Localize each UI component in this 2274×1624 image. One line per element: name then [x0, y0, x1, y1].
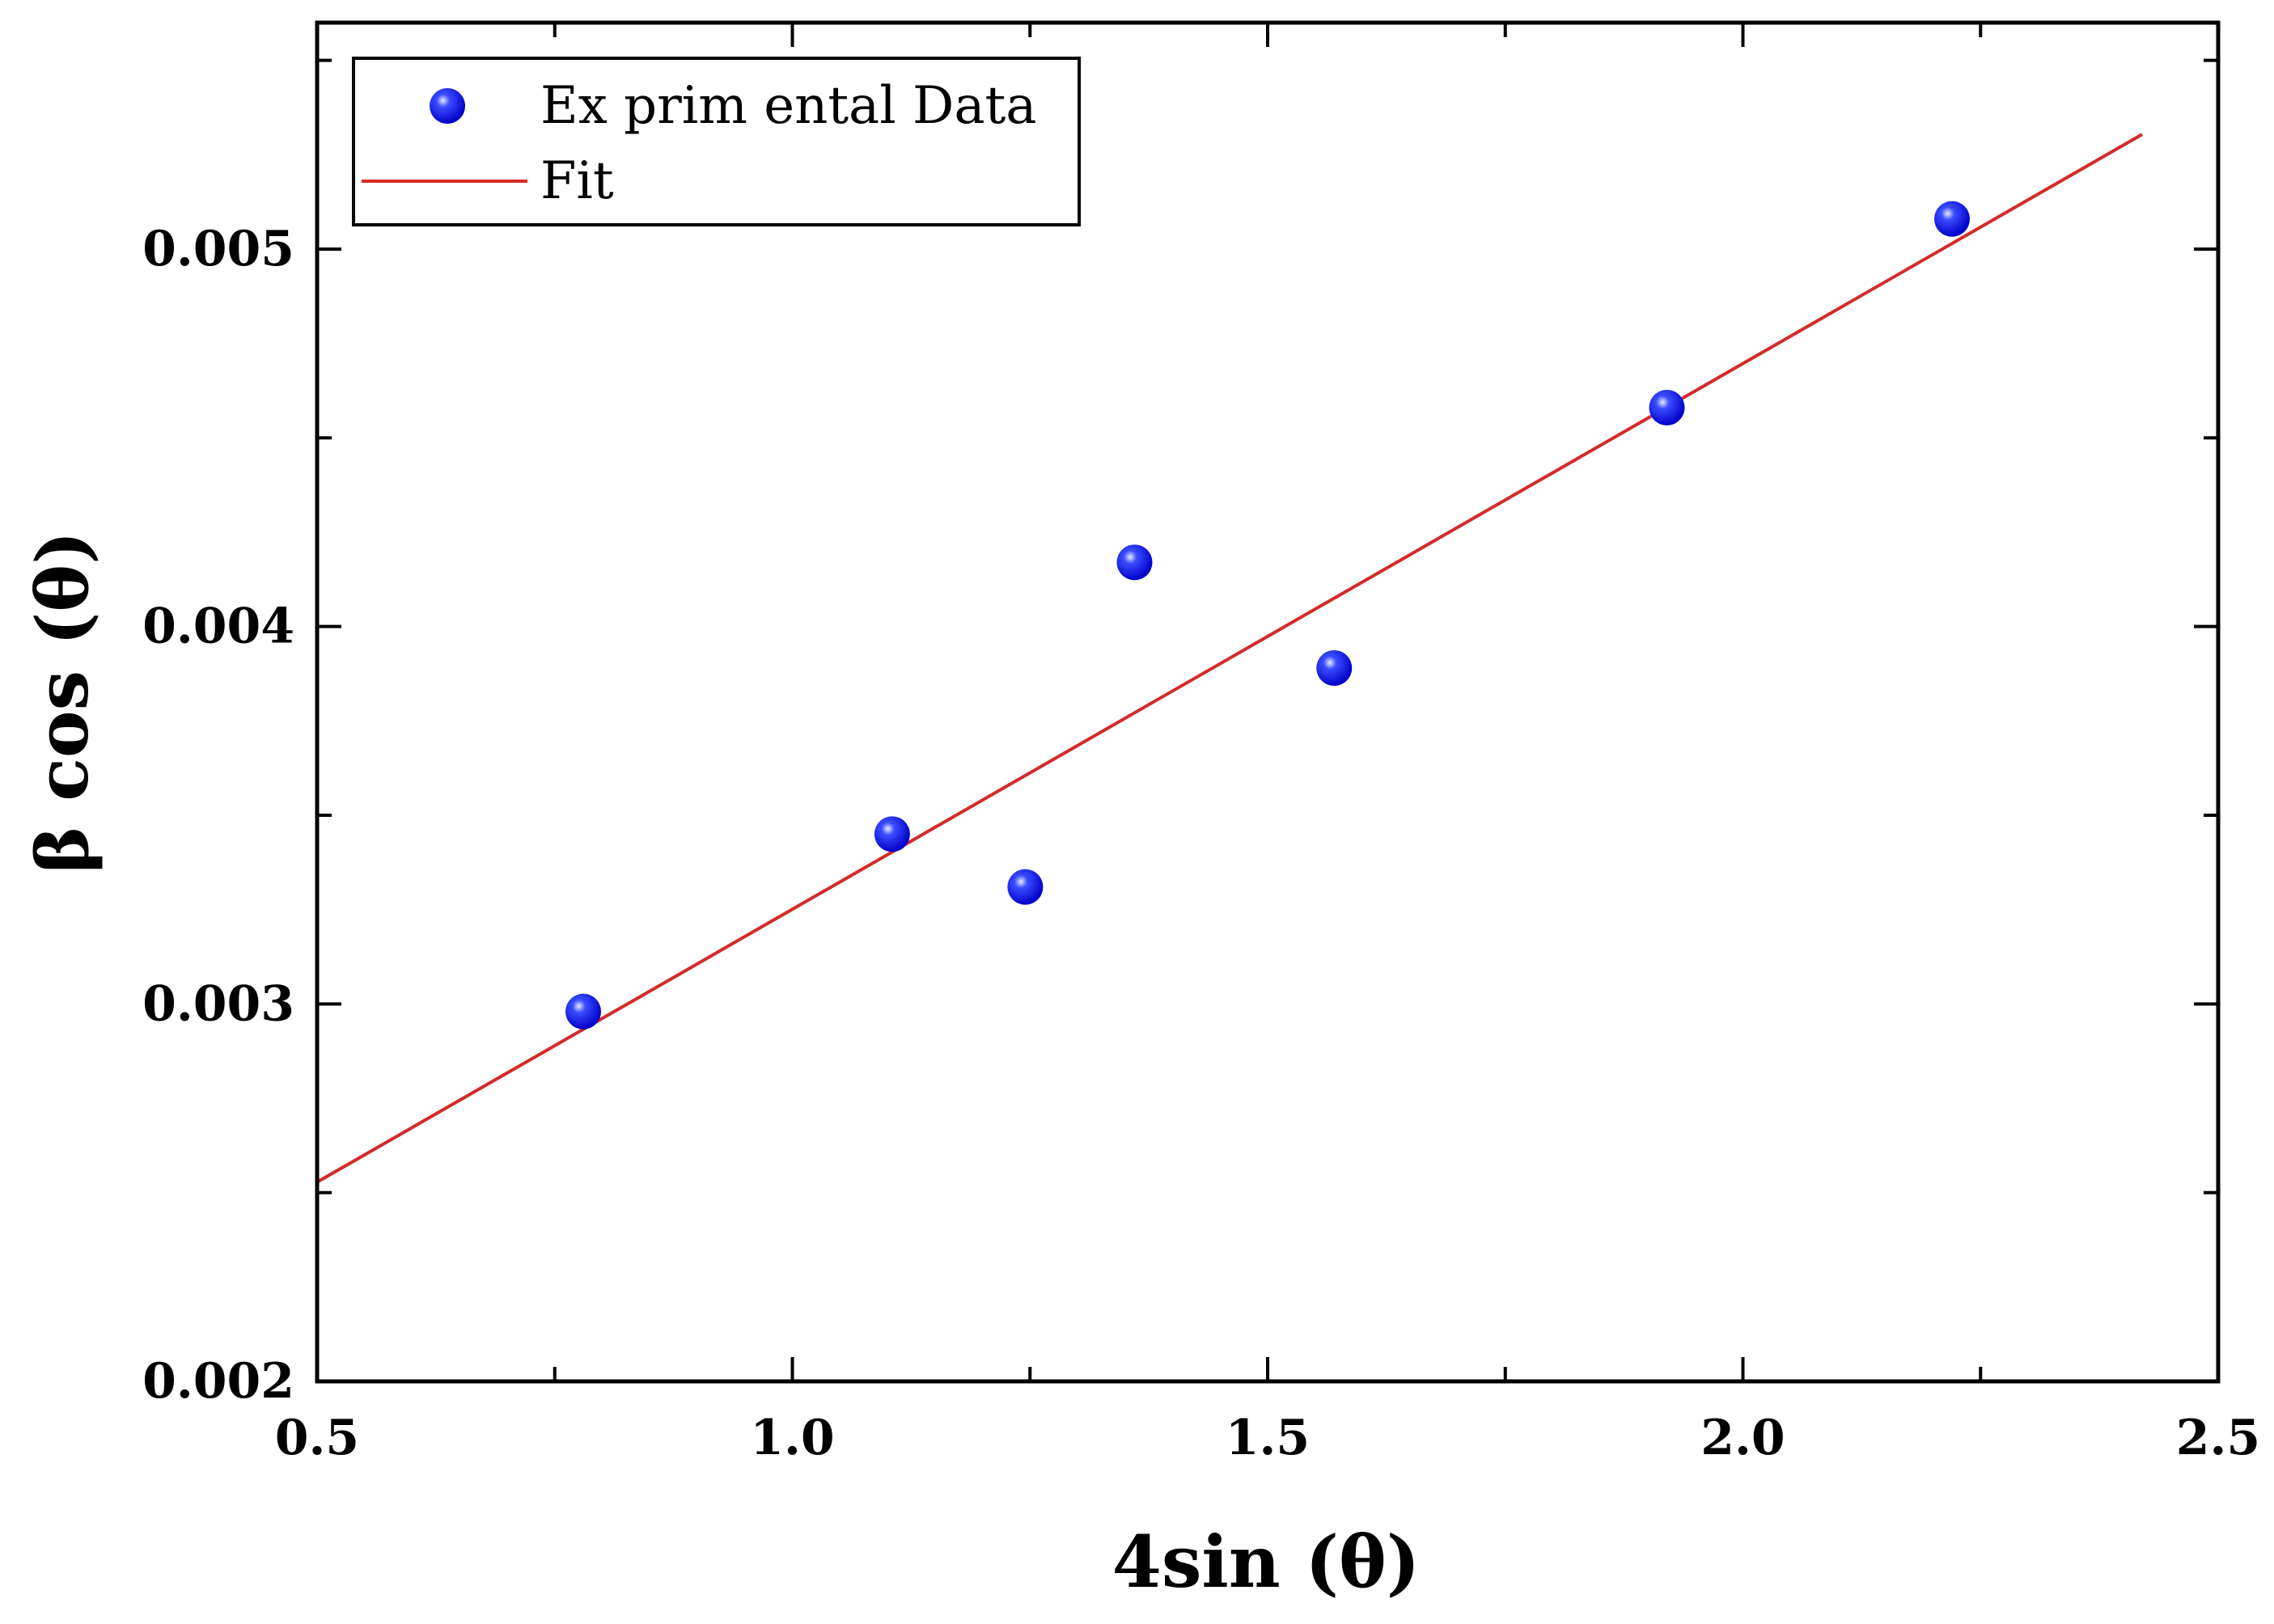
x-axis-tick-labels: 0.5 1.0 1.5 2.0 2.5	[275, 1410, 2260, 1466]
fit-line-layer	[317, 133, 2143, 1184]
x-axis-title: 4sin (θ)	[1112, 1520, 1421, 1604]
legend: Ex prim ental Data Fit	[352, 57, 1081, 226]
legend-box	[352, 57, 1081, 226]
data-point	[565, 993, 601, 1030]
data-point	[1934, 201, 1970, 237]
fit-line	[317, 133, 2143, 1184]
data-point	[1116, 544, 1153, 581]
axis-ticks	[315, 23, 2220, 1383]
data-point	[874, 816, 910, 852]
legend-label-experimental: Ex prim ental Data	[540, 76, 1036, 136]
data-point	[1649, 390, 1685, 425]
data-point	[1316, 650, 1353, 686]
data-points-layer	[565, 201, 1970, 1030]
y-tick-label: 0.003	[142, 975, 294, 1032]
y-tick-label: 0.004	[142, 598, 294, 655]
y-tick-label: 0.002	[142, 1353, 294, 1410]
x-tick-label: 2.0	[1700, 1410, 1785, 1466]
y-axis-title: β cos (θ)	[20, 531, 104, 873]
x-tick-label: 0.5	[275, 1410, 359, 1466]
x-tick-label: 2.5	[2176, 1410, 2260, 1466]
y-axis-tick-labels: 0.002 0.003 0.004 0.005	[142, 221, 294, 1410]
legend-marker-experimental	[430, 88, 465, 124]
y-tick-label: 0.005	[142, 221, 294, 277]
data-point	[1007, 869, 1044, 905]
legend-label-fit: Fit	[540, 151, 614, 211]
x-tick-label: 1.5	[1226, 1410, 1310, 1466]
x-tick-label: 1.0	[750, 1410, 834, 1466]
